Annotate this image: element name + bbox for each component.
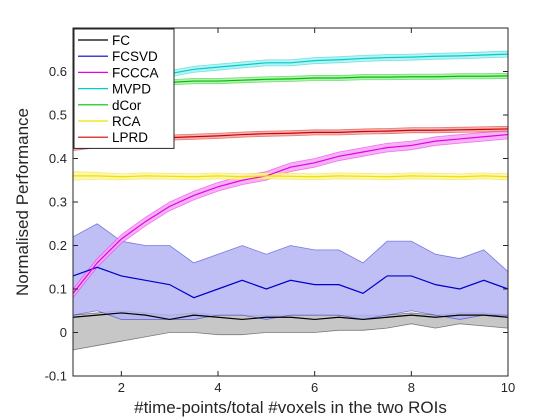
legend-label-fcsvd: FCSVD	[112, 49, 158, 64]
x-tick-label: 4	[214, 380, 221, 395]
y-tick-label: 0.6	[49, 64, 67, 79]
band-fcsvd	[72, 223, 509, 320]
y-tick-label: 0.2	[49, 238, 67, 253]
line-rca	[73, 175, 509, 178]
x-axis-label: #time-points/total #voxels in the two RO…	[134, 398, 447, 417]
legend-label-mvpd: MVPD	[112, 82, 151, 97]
legend-label-rca: RCA	[112, 114, 141, 129]
legend-label-fc: FC	[112, 33, 130, 48]
y-tick-label: 0	[60, 325, 67, 340]
line-fccca	[72, 133, 509, 294]
x-tick-label: 8	[408, 380, 415, 395]
x-tick-label: 6	[311, 380, 318, 395]
y-tick-label: -0.1	[45, 369, 67, 384]
legend-label-dcor: dCor	[112, 98, 142, 113]
line-fcsvd	[72, 266, 509, 299]
legend-label-lprd: LPRD	[112, 130, 148, 145]
y-tick-label: 0.3	[49, 195, 67, 210]
y-tick-label: 0.4	[49, 151, 67, 166]
y-tick-label: 0.5	[49, 108, 67, 123]
legend-label-fccca: FCCCA	[112, 65, 159, 80]
x-tick-label: 10	[501, 380, 515, 395]
y-tick-label: 0.1	[49, 282, 67, 297]
y-axis-label: Normalised Performance	[13, 108, 32, 296]
line-fc	[72, 312, 509, 321]
x-tick-label: 2	[118, 380, 125, 395]
